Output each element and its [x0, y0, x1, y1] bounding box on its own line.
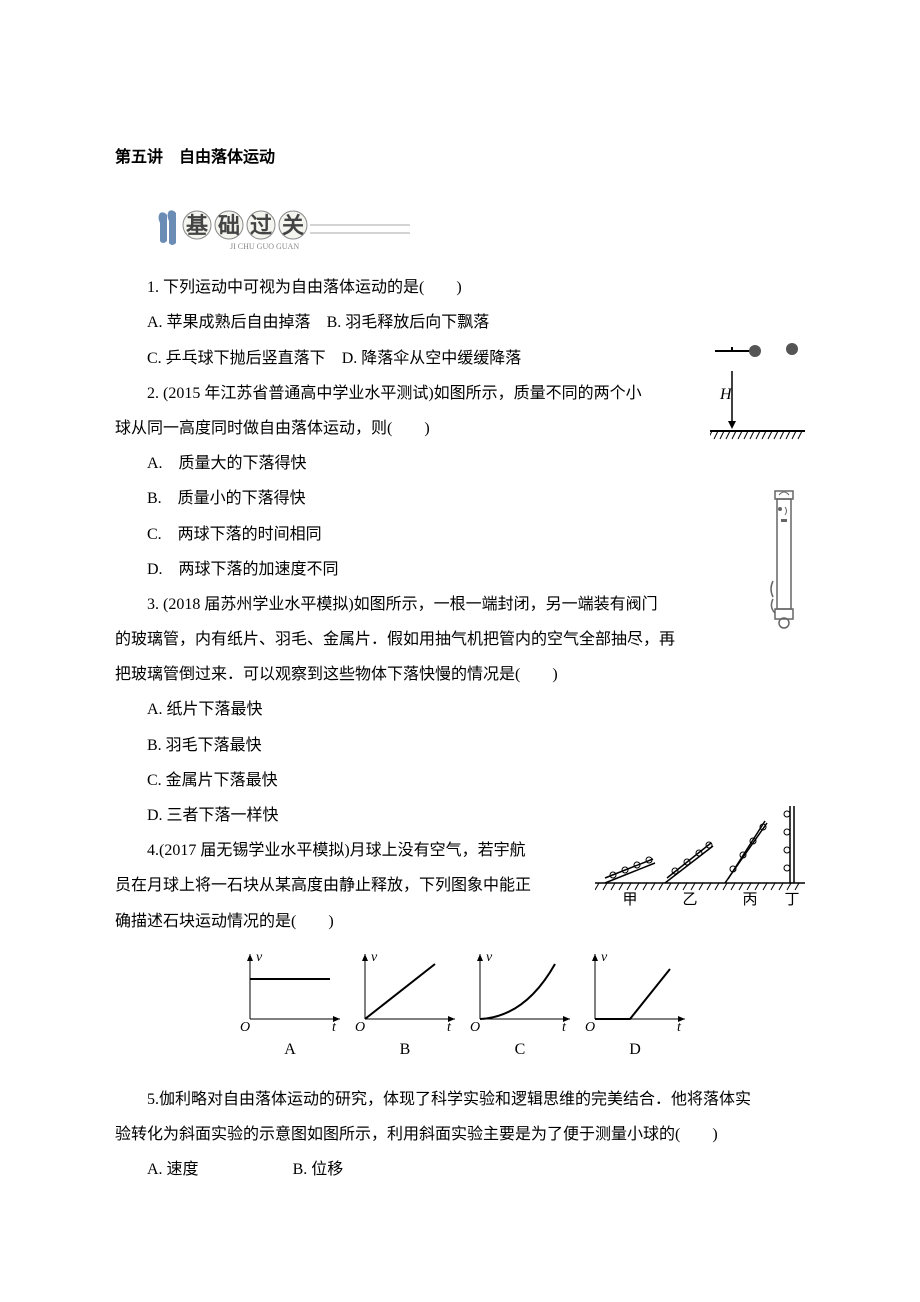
- graphD-xlabel: t: [677, 1020, 682, 1035]
- q3-stem-line2: 的玻璃管，内有纸片、羽毛、金属片．假如用抽气机把管内的空气全部抽尽，再: [115, 622, 805, 657]
- lecture-title: 第五讲 自由落体运动: [115, 140, 805, 175]
- q3-stem-suffix: ): [552, 666, 557, 683]
- graphC-ylabel: v: [486, 950, 493, 965]
- q2-optB: B. 质量小的下落得快: [115, 481, 805, 516]
- q4-stem-line3-text: 确描述石块运动情况的是(: [115, 913, 296, 930]
- q1-optB: B. 羽毛释放后向下飘落: [327, 314, 490, 331]
- graphC-label: C: [515, 1041, 526, 1058]
- q5-stem-line1: 5.伽利略对自由落体运动的研究，体现了科学实验和逻辑思维的完美结合．他将落体实: [115, 1082, 805, 1117]
- q5-options: A. 速度 B. 位移: [115, 1152, 805, 1187]
- q5-optA: A. 速度: [147, 1152, 199, 1187]
- ramp-label-2: 乙: [682, 892, 697, 908]
- badge-char-1: 基: [186, 213, 209, 238]
- q3-stem-line3-text: 把玻璃管倒过来．可以观察到这些物体下落快慢的情况是(: [115, 666, 520, 683]
- q1-options-row2: C. 乒乓球下抛后竖直落下 D. 降落伞从空中缓缓降落: [115, 341, 805, 376]
- ramp-label-3: 丙: [742, 892, 757, 908]
- graphA-label: A: [284, 1041, 296, 1058]
- q1-optD: D. 降落伞从空中缓缓降落: [342, 350, 522, 367]
- ramp-label-4: 丁: [784, 892, 799, 908]
- q4-stem-line1: 4.(2017 届无锡学业水平模拟)月球上没有空气，若宇航: [115, 833, 805, 868]
- q1-stem-suffix: ): [456, 279, 461, 296]
- graphB-xlabel: t: [447, 1020, 452, 1035]
- q1-stem-text: 1. 下列运动中可视为自由落体运动的是(: [147, 279, 424, 296]
- q4-graphs: v O t A v O t B v O t C: [115, 949, 805, 1072]
- graphA-xlabel: t: [332, 1020, 337, 1035]
- q3-optB: B. 羽毛下落最快: [115, 728, 805, 763]
- q3-stem-line3: 把玻璃管倒过来．可以观察到这些物体下落快慢的情况是(): [115, 657, 805, 692]
- q3-optA: A. 纸片下落最快: [115, 692, 805, 727]
- q1-options-row1: A. 苹果成熟后自由掉落 B. 羽毛释放后向下飘落: [115, 305, 805, 340]
- q2-optC: C. 两球下落的时间相同: [115, 517, 805, 552]
- badge-char-3: 过: [250, 213, 272, 238]
- graphB-O: O: [355, 1020, 365, 1035]
- q5-stem-suffix: ): [712, 1126, 717, 1143]
- q3-optC: C. 金属片下落最快: [115, 763, 805, 798]
- graphA-ylabel: v: [256, 950, 263, 965]
- q1-stem: 1. 下列运动中可视为自由落体运动的是(): [115, 270, 805, 305]
- graphC-xlabel: t: [562, 1020, 567, 1035]
- badge-char-2: 础: [218, 213, 240, 238]
- q5-stem-line2: 验转化为斜面实验的示意图如图所示，利用斜面实验主要是为了便于测量小球的(): [115, 1117, 805, 1152]
- q2-stem-suffix: ): [424, 420, 429, 437]
- graphA-O: O: [240, 1020, 250, 1035]
- badge-pinyin: JI CHU GUO GUAN: [230, 242, 299, 251]
- q4-stem-suffix: ): [328, 913, 333, 930]
- q2-stem-line2: 球从同一高度同时做自由落体运动，则(): [115, 411, 805, 446]
- q2-optD: D. 两球下落的加速度不同: [115, 552, 805, 587]
- q2-optA: A. 质量大的下落得快: [115, 446, 805, 481]
- badge-char-4: 关: [282, 213, 304, 238]
- graphD-label: D: [629, 1041, 641, 1058]
- q5-optB: B. 位移: [293, 1152, 344, 1187]
- q2-stem-line1: 2. (2015 年江苏省普通高中学业水平测试)如图所示，质量不同的两个小: [115, 376, 805, 411]
- graphB-ylabel: v: [371, 950, 378, 965]
- graphB-label: B: [400, 1041, 411, 1058]
- q1-optC: C. 乒乓球下抛后竖直落下: [147, 350, 326, 367]
- q5-stem-line2-text: 验转化为斜面实验的示意图如图所示，利用斜面实验主要是为了便于测量小球的(: [115, 1126, 680, 1143]
- section-header: 基 础 过 关 JI CHU GUO GUAN: [155, 205, 805, 255]
- section-badge-icon: 基 础 过 关 JI CHU GUO GUAN: [155, 205, 415, 255]
- graphD-ylabel: v: [601, 950, 608, 965]
- ramp-label-1: 甲: [622, 892, 637, 908]
- graphD-O: O: [585, 1020, 595, 1035]
- graphC-O: O: [470, 1020, 480, 1035]
- q1-optA: A. 苹果成熟后自由掉落: [147, 314, 311, 331]
- q2-stem-line2-text: 球从同一高度同时做自由落体运动，则(: [115, 420, 392, 437]
- q3-stem-line1: 3. (2018 届苏州学业水平模拟)如图所示，一根一端封闭，另一端装有阀门: [115, 587, 805, 622]
- q4-graphs-svg: v O t A v O t B v O t C: [220, 949, 700, 1059]
